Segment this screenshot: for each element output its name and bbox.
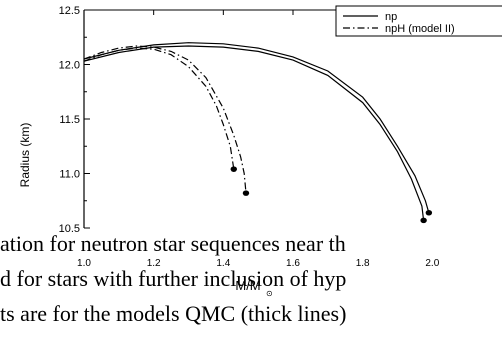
legend-box (335, 5, 502, 37)
legend-label-np: np (385, 11, 397, 23)
y-tick-label: 10.5 (59, 223, 80, 235)
y-tick-label: 11.0 (59, 169, 80, 181)
y-tick-label: 12.0 (59, 60, 80, 72)
series-line-3 (83, 47, 235, 170)
series-line-2 (83, 42, 430, 213)
legend: np npH (model II) (335, 5, 502, 37)
series-layer (83, 42, 433, 224)
series-line-1 (83, 45, 425, 221)
series-end-marker-4 (242, 190, 250, 196)
body-text-line-2: d for stars with further inclusion of hy… (0, 266, 347, 291)
legend-label-nph: npH (model II) (385, 23, 455, 35)
y-tick-label: 12.5 (59, 5, 80, 17)
series-end-marker-1 (420, 217, 427, 224)
y-axis-label: Radius (km) (18, 123, 32, 188)
body-text-line-1: ation for neutron star sequences near th (0, 231, 346, 256)
axes: 10.5 11.0 11.5 12.0 12.5 (59, 5, 502, 235)
body-text-line-3: ts are for the models QMC (thick lines) (0, 301, 347, 326)
series-line-4 (83, 45, 247, 194)
y-tick-label: 11.5 (59, 114, 80, 126)
series-end-marker-3 (230, 166, 237, 172)
series-end-marker-2 (425, 209, 433, 216)
